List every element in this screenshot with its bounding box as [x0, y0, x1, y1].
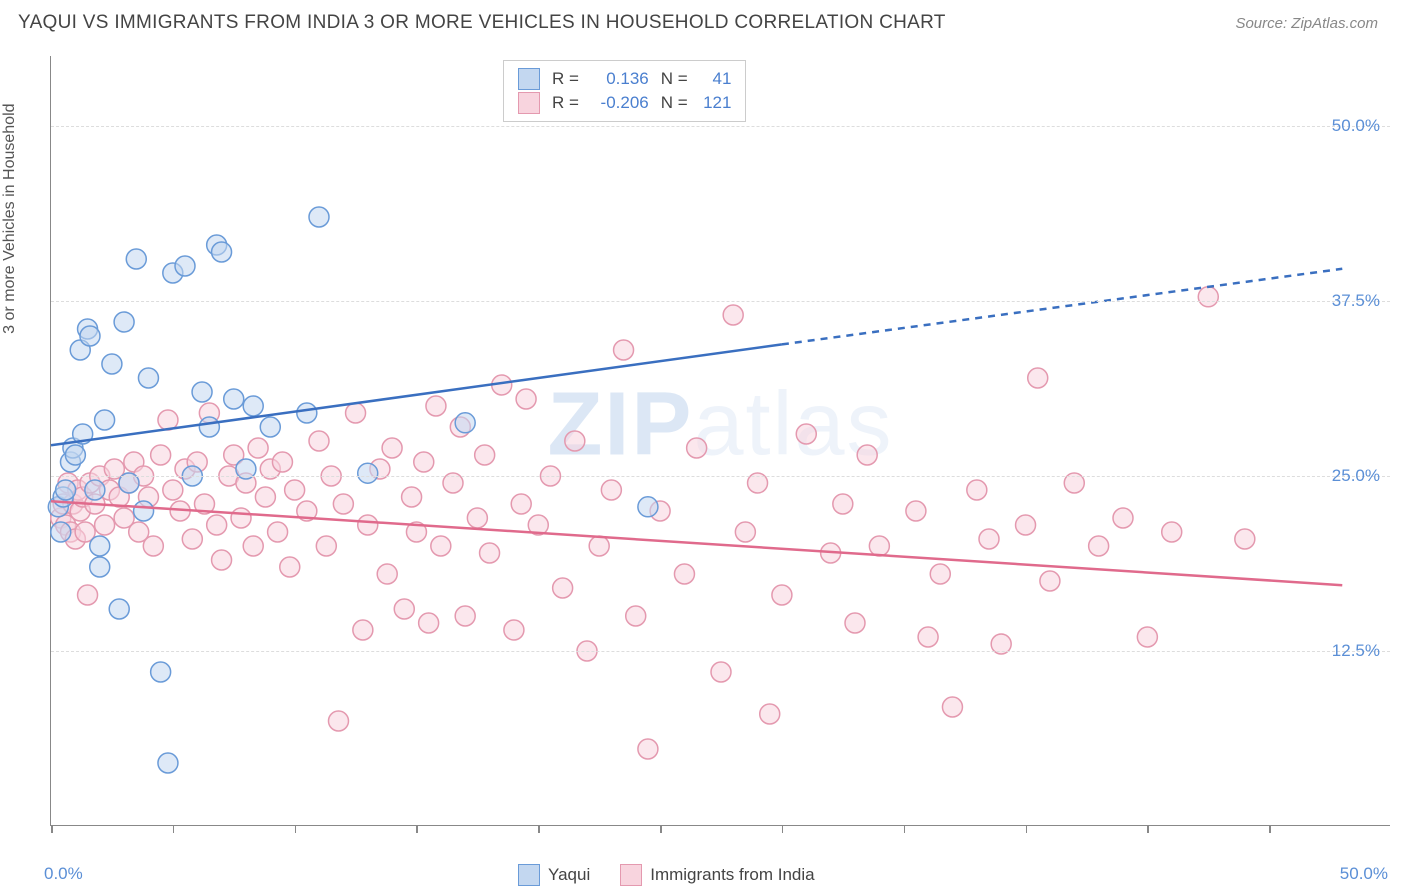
source-citation: Source: ZipAtlas.com — [1235, 15, 1378, 32]
legend-item-india: Immigrants from India — [620, 864, 814, 886]
swatch-blue-icon — [518, 68, 540, 90]
series-legend: Yaqui Immigrants from India — [518, 864, 815, 886]
x-label-right: 50.0% — [1340, 864, 1388, 884]
chart-header: YAQUI VS IMMIGRANTS FROM INDIA 3 OR MORE… — [0, 0, 1406, 42]
legend-item-yaqui: Yaqui — [518, 864, 590, 886]
chart-svg — [51, 56, 1390, 825]
correlation-legend: R = 0.136 N = 41 R = -0.206 N = 121 — [503, 60, 746, 122]
y-tick-label: 25.0% — [1332, 466, 1380, 486]
x-label-left: 0.0% — [44, 864, 83, 884]
plot-area: ZIPatlas R = 0.136 N = 41 R = -0.206 N =… — [50, 56, 1390, 826]
swatch-pink-icon — [518, 92, 540, 114]
y-tick-label: 50.0% — [1332, 116, 1380, 136]
chart-title: YAQUI VS IMMIGRANTS FROM INDIA 3 OR MORE… — [18, 12, 946, 34]
y-tick-label: 12.5% — [1332, 641, 1380, 661]
swatch-pink-icon — [620, 864, 642, 886]
swatch-blue-icon — [518, 864, 540, 886]
y-axis-label: 3 or more Vehicles in Household — [1, 103, 19, 333]
y-tick-label: 37.5% — [1332, 291, 1380, 311]
legend-row-yaqui: R = 0.136 N = 41 — [518, 67, 731, 91]
legend-row-india: R = -0.206 N = 121 — [518, 91, 731, 115]
